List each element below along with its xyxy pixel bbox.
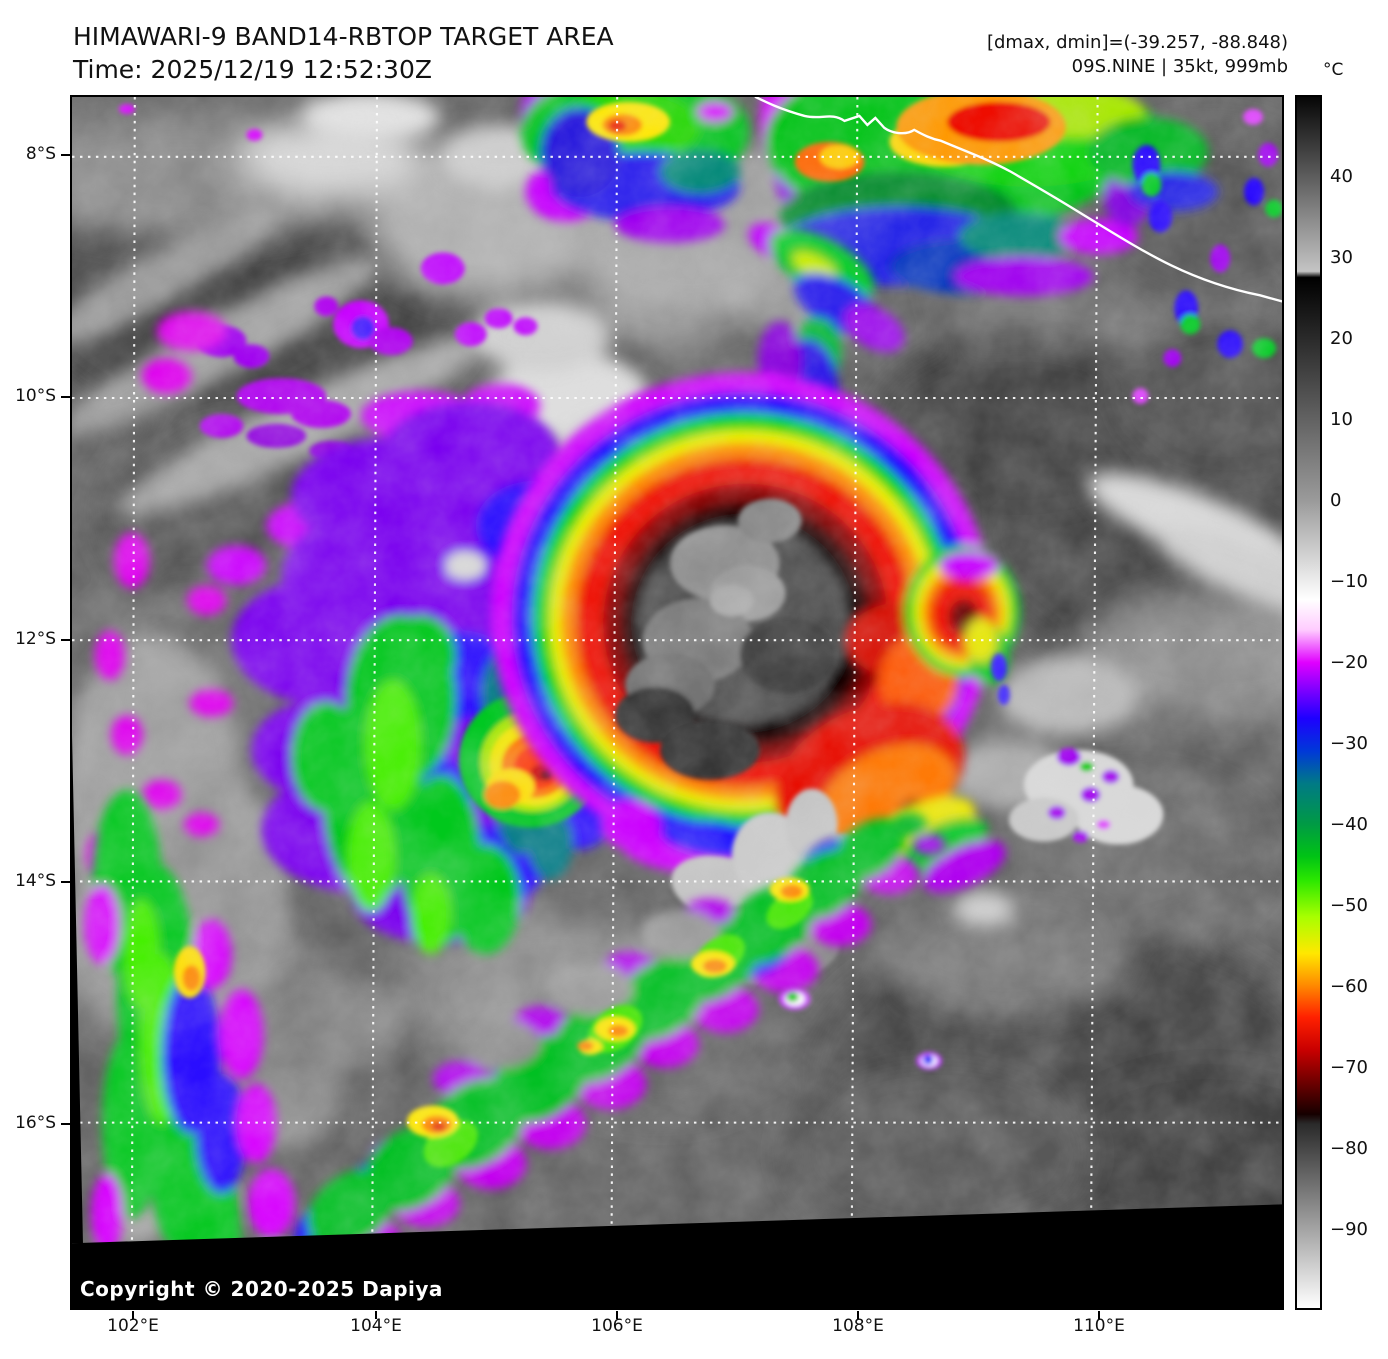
lat-tick: [61, 154, 70, 156]
cloud-texture: [72, 97, 1282, 1308]
lon-label-102e: 102°E: [107, 1316, 159, 1336]
lon-label-108e: 108°E: [832, 1316, 884, 1336]
lon-label-104e: 104°E: [350, 1316, 402, 1336]
timestamp: Time: 2025/12/19 12:52:30Z: [73, 55, 432, 84]
cb-tick-40: 40: [1330, 166, 1353, 187]
lat-label-16s: 16°S: [15, 1113, 56, 1133]
gridlines: [72, 97, 1282, 1308]
cb-tick-m50: −50: [1330, 895, 1368, 916]
page-title: HIMAWARI-9 BAND14-RBTOP TARGET AREA: [73, 22, 614, 51]
cb-tick-m60: −60: [1330, 976, 1368, 997]
lon-tick: [616, 1311, 618, 1319]
cb-tick-m40: −40: [1330, 814, 1368, 835]
lon-tick: [1098, 1311, 1100, 1319]
lat-tick: [61, 639, 70, 641]
temperature-colorbar: [1295, 95, 1322, 1310]
range-annotation: [dmax, dmin]=(-39.257, -88.848): [986, 32, 1288, 53]
cb-tick-0: 0: [1330, 490, 1342, 511]
cb-tick-m90: −90: [1330, 1219, 1368, 1240]
lat-label-14s: 14°S: [15, 871, 56, 891]
lon-label-106e: 106°E: [591, 1316, 643, 1336]
lon-tick: [132, 1311, 134, 1319]
lon-label-110e: 110°E: [1073, 1316, 1125, 1336]
cb-tick-10: 10: [1330, 409, 1353, 430]
copyright-text: Copyright © 2020-2025 Dapiya: [80, 1277, 443, 1301]
storm-annotation: 09S.NINE | 35kt, 999mb: [1071, 56, 1288, 77]
lat-label-8s: 8°S: [25, 144, 56, 164]
lat-tick: [61, 881, 70, 883]
cb-tick-m70: −70: [1330, 1057, 1368, 1078]
lat-label-12s: 12°S: [15, 629, 56, 649]
satellite-map: Copyright © 2020-2025 Dapiya: [70, 95, 1284, 1310]
cb-tick-m20: −20: [1330, 652, 1368, 673]
cb-tick-m30: −30: [1330, 733, 1368, 754]
cb-tick-m80: −80: [1330, 1138, 1368, 1159]
lat-label-10s: 10°S: [15, 386, 56, 406]
cb-tick-m10: −10: [1330, 571, 1368, 592]
no-data-wedge: [72, 1204, 1282, 1308]
satellite-scene: [72, 97, 1282, 1308]
lat-tick: [61, 1123, 70, 1125]
cb-tick-30: 30: [1330, 247, 1353, 268]
lon-tick: [375, 1311, 377, 1319]
cb-tick-20: 20: [1330, 328, 1353, 349]
colorbar-unit: °C: [1323, 60, 1344, 80]
lat-tick: [61, 396, 70, 398]
coastline-path: [754, 97, 1282, 303]
lon-tick: [857, 1311, 859, 1319]
no-data-left-sliver: [72, 734, 83, 1244]
